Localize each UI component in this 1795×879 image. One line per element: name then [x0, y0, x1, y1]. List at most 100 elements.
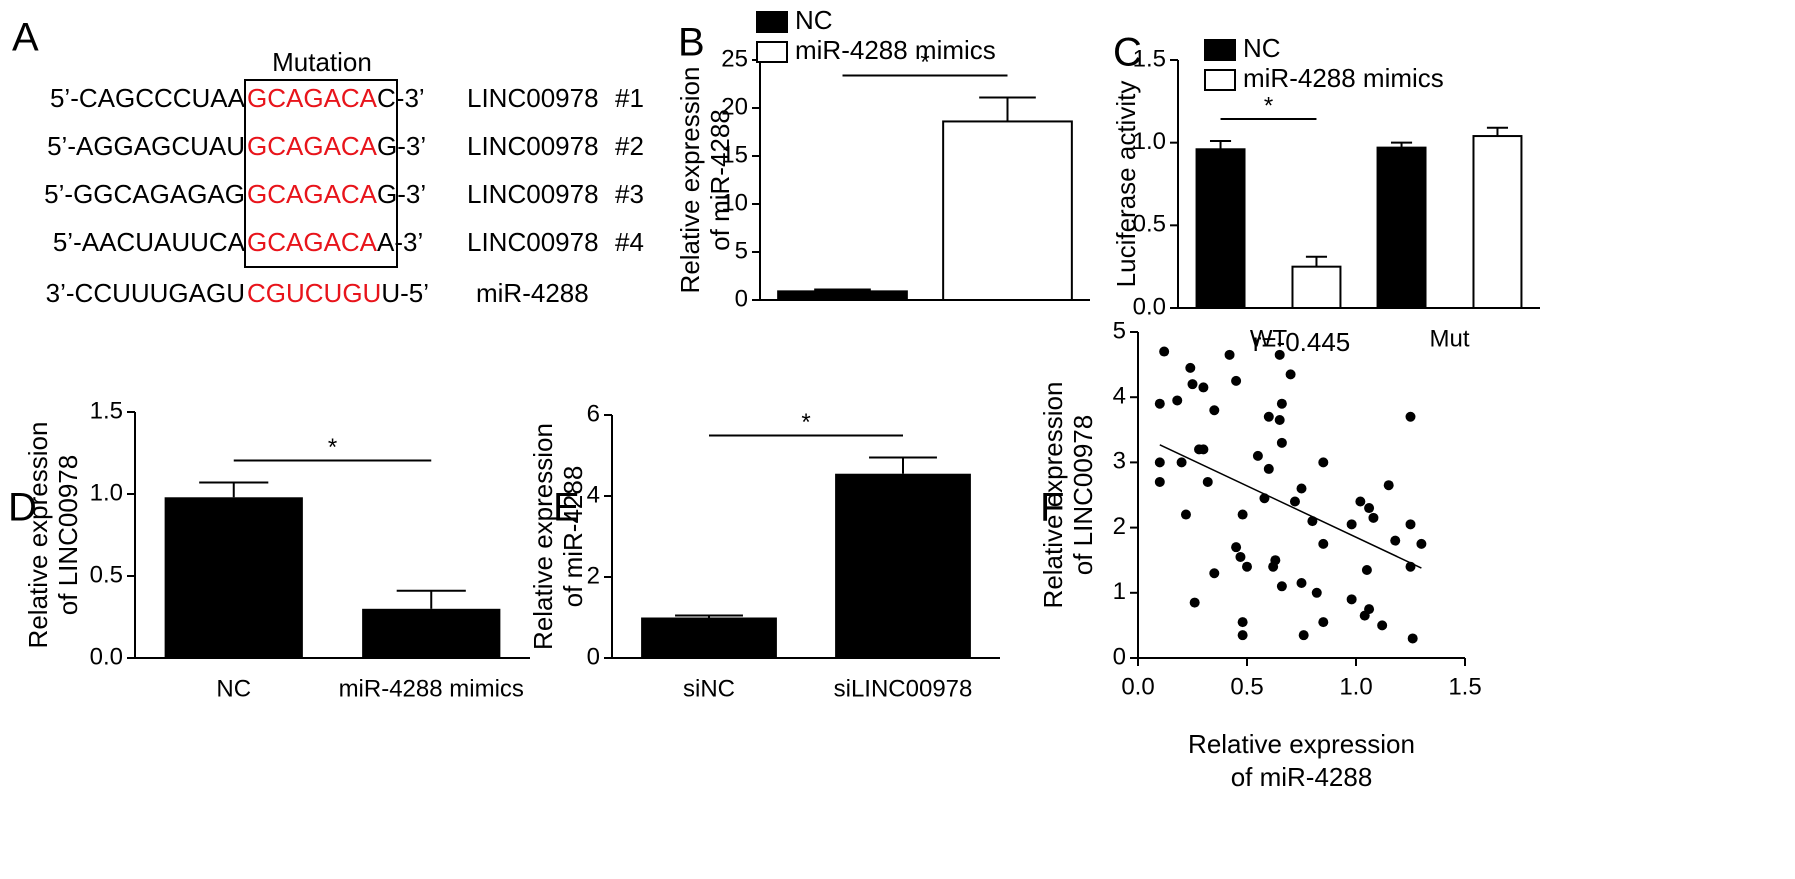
sequence-right: U-5’ — [381, 278, 429, 308]
point — [1231, 375, 1242, 386]
point — [1263, 411, 1274, 422]
legend-swatch — [1204, 69, 1236, 91]
y-tick-label: 10 — [721, 189, 748, 216]
sequence-name: LINC00978 — [467, 179, 599, 209]
y-tick-label: 4 — [1113, 383, 1126, 410]
sequence-site: GCAGACA — [247, 179, 378, 209]
trend-line — [1159, 444, 1422, 569]
point — [1231, 542, 1242, 553]
bar — [362, 608, 501, 658]
sequence-number: #2 — [615, 131, 644, 161]
sequence-right: A-3’ — [377, 227, 423, 257]
point — [1296, 578, 1307, 589]
y-axis-label: of LINC00978 — [53, 455, 83, 615]
point — [1361, 564, 1372, 575]
point — [1364, 503, 1375, 514]
x-tick-label: siLINC00978 — [834, 675, 973, 702]
point — [1364, 604, 1375, 615]
point — [1274, 349, 1285, 360]
x-tick-label: 1.0 — [1339, 673, 1372, 700]
sequence-name: LINC00978 — [467, 227, 599, 257]
sequence-site: GCAGACA — [247, 227, 378, 257]
panel-label: A — [12, 16, 39, 60]
y-tick-label: 3 — [1113, 448, 1126, 475]
y-tick-label: 0.5 — [1133, 211, 1166, 238]
legend-label: miR-4288 mimics — [1243, 63, 1444, 93]
point — [1298, 630, 1309, 641]
point — [1346, 519, 1357, 530]
point — [1383, 480, 1394, 491]
y-axis-label: Relative expression — [23, 422, 53, 649]
point — [1180, 509, 1191, 520]
y-axis-label: of LINC00978 — [1068, 415, 1098, 575]
point — [1187, 379, 1198, 390]
point — [1407, 633, 1418, 644]
legend-label: NC — [795, 5, 833, 35]
point — [1224, 349, 1235, 360]
y-tick-label: 0.0 — [90, 643, 123, 670]
sequence-number: #1 — [615, 83, 644, 113]
point — [1276, 437, 1287, 448]
sequence-name: LINC00978 — [467, 83, 599, 113]
sequence-right: C-3’ — [377, 83, 425, 113]
bar — [1472, 135, 1523, 309]
y-axis-label: Luciferase activity — [1111, 81, 1141, 288]
point — [1377, 620, 1388, 631]
point — [1390, 535, 1401, 546]
y-tick-label: 1 — [1113, 578, 1126, 605]
bar — [1291, 265, 1342, 309]
point — [1237, 509, 1248, 520]
x-tick-label: WT — [1250, 325, 1288, 352]
panel-label: F — [1040, 486, 1064, 530]
sequence-left: 5’-AGGAGCUAU — [47, 131, 245, 161]
point — [1263, 463, 1274, 474]
sequence-right: G-3’ — [377, 179, 426, 209]
y-tick-label: 1.0 — [90, 479, 123, 506]
point — [1202, 476, 1213, 487]
significance-label: * — [1264, 92, 1273, 119]
sequence-number: #4 — [615, 227, 644, 257]
bar — [835, 473, 971, 658]
bar — [1376, 146, 1427, 309]
legend-swatch — [1204, 39, 1236, 61]
point — [1270, 555, 1281, 566]
sequence-name: LINC00978 — [467, 131, 599, 161]
legend-label: NC — [1243, 33, 1281, 63]
y-tick-label: 2 — [587, 562, 600, 589]
point — [1209, 568, 1220, 579]
y-tick-label: 15 — [721, 141, 748, 168]
sequence-site: CGUCUGU — [247, 278, 381, 308]
point — [1346, 594, 1357, 605]
point — [1198, 444, 1209, 455]
significance-label: * — [801, 409, 810, 436]
x-tick-label: siNC — [683, 675, 735, 702]
y-tick-label: 2 — [1113, 513, 1126, 540]
sequence-right: G-3’ — [377, 131, 426, 161]
y-tick-label: 4 — [587, 481, 600, 508]
x-axis-label: Relative expression — [1188, 729, 1415, 759]
x-axis-label: of miR-4288 — [1231, 762, 1373, 792]
significance-label: * — [328, 434, 337, 461]
point — [1176, 457, 1187, 468]
y-axis-label: Relative expression — [675, 67, 705, 294]
point — [1285, 369, 1296, 380]
point — [1355, 496, 1366, 507]
point — [1276, 398, 1287, 409]
panel-label: E — [553, 486, 580, 530]
y-tick-label: 0.5 — [90, 561, 123, 588]
point — [1405, 411, 1416, 422]
point — [1252, 450, 1263, 461]
point — [1276, 581, 1287, 592]
bar — [1195, 148, 1246, 309]
y-axis-label: Relative expression — [1038, 382, 1068, 609]
bar — [164, 497, 303, 658]
mutation-title: Mutation — [272, 47, 372, 77]
x-tick-label: 1.5 — [1448, 673, 1481, 700]
point — [1242, 561, 1252, 572]
point — [1159, 346, 1170, 357]
x-tick-label: Mut — [1429, 325, 1469, 352]
point — [1209, 405, 1220, 416]
legend-label: miR-4288 mimics — [795, 35, 996, 65]
point — [1154, 398, 1165, 409]
